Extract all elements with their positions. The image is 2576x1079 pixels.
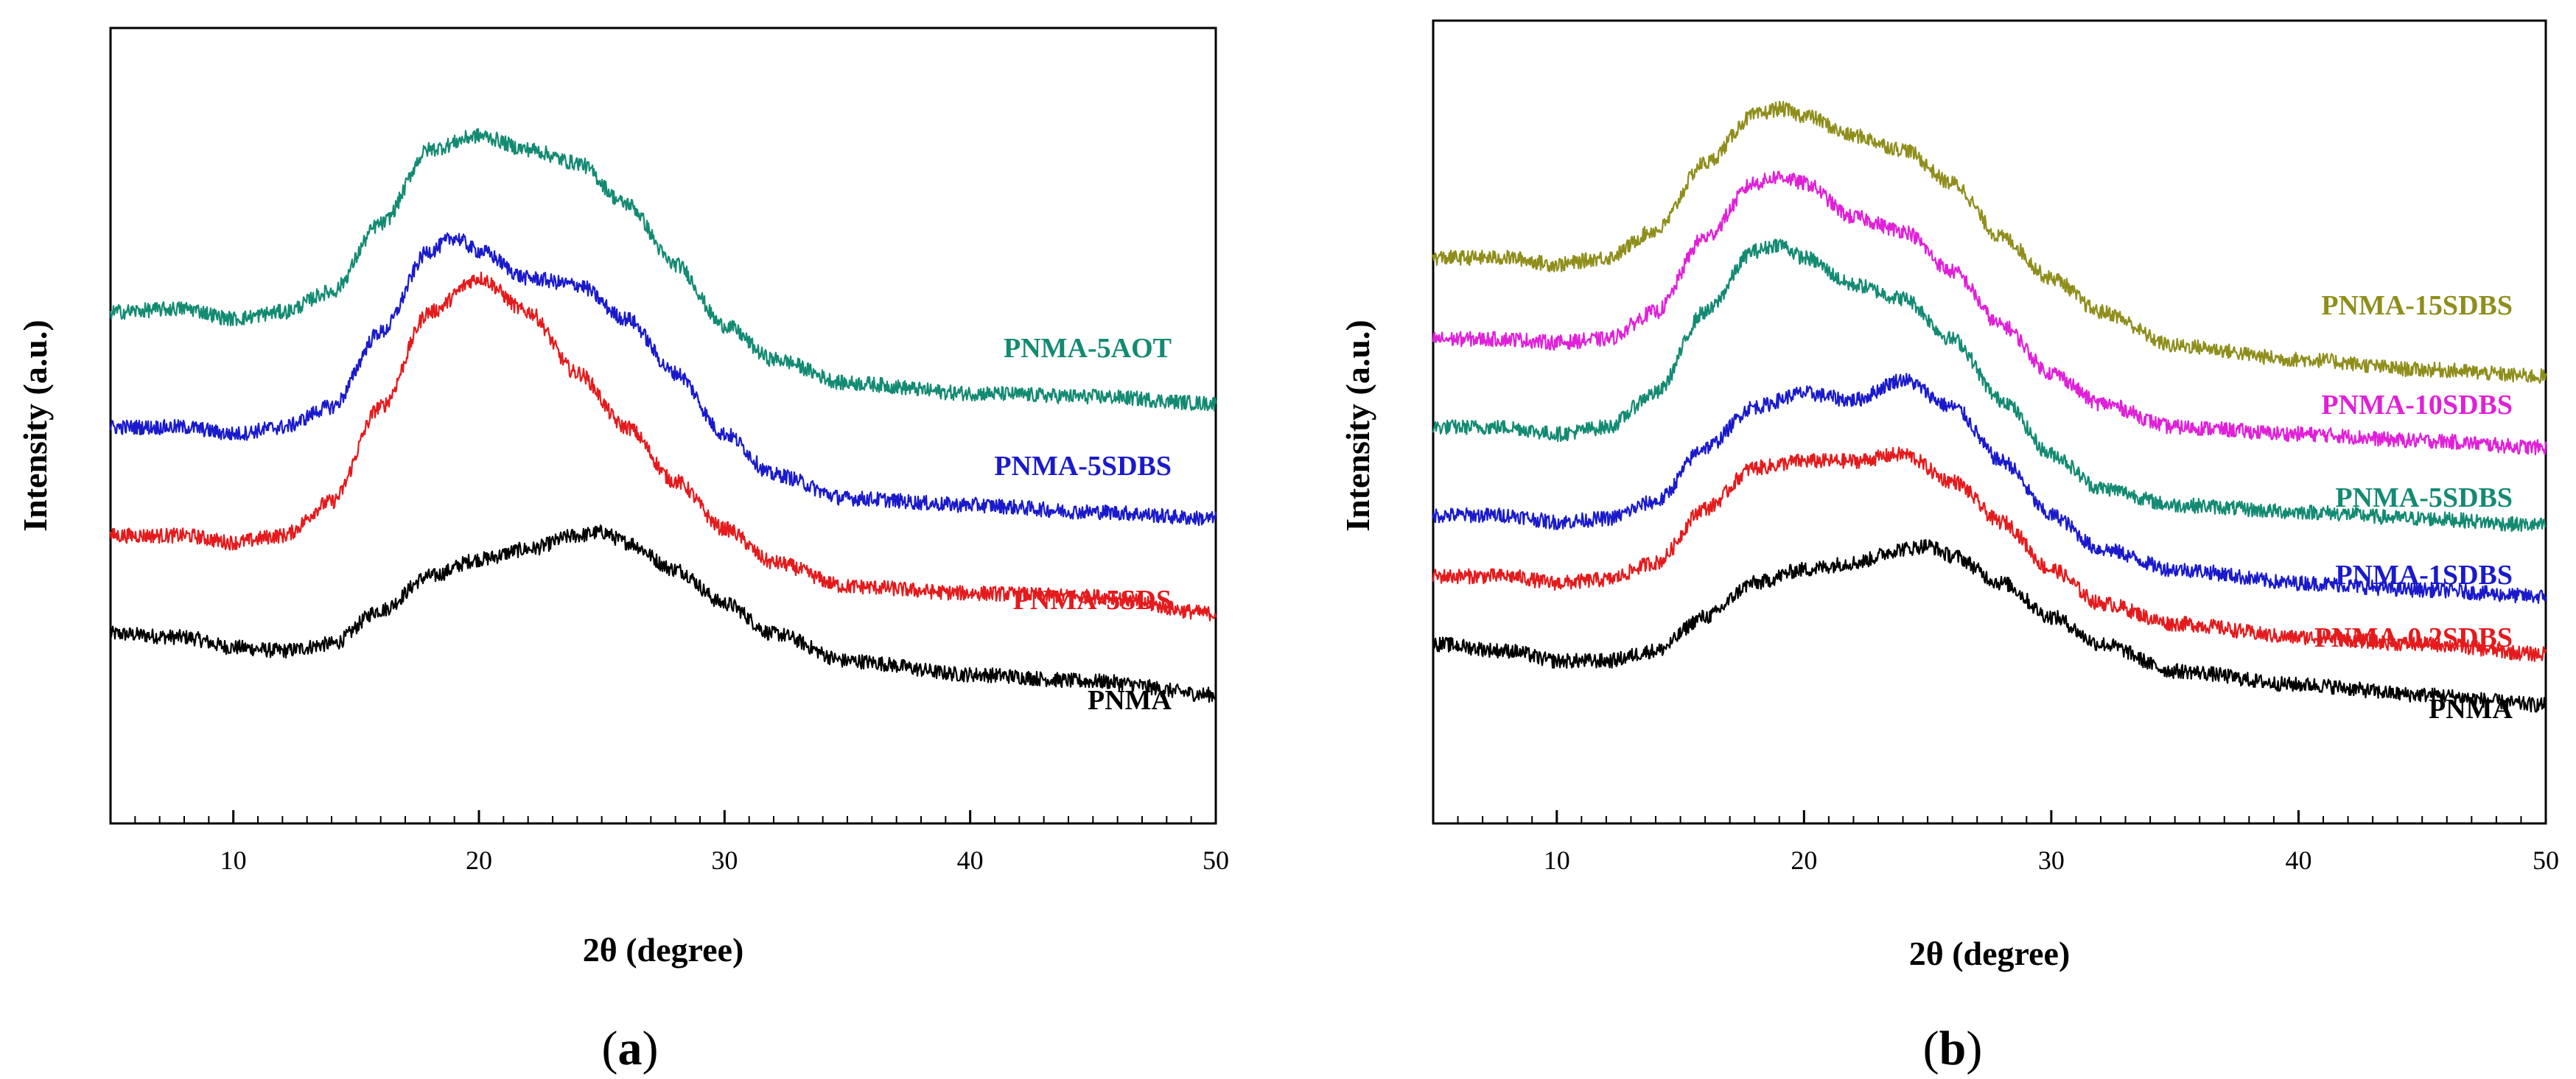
panel-b-label-pnma-5sdbs: PNMA-5SDBS <box>2335 482 2513 513</box>
panel-a-ylabel: Intensity (a.u.) <box>16 320 54 532</box>
panel-a-series-lines <box>109 128 1217 703</box>
panel-b-label-pnma-10sdbs: PNMA-10SDBS <box>2321 390 2513 421</box>
series-line-pnma-5aot <box>109 128 1217 412</box>
x-tick-label-50: 50 <box>2533 846 2559 875</box>
panel-a-xlabel: 2θ (degree) <box>583 931 744 969</box>
panel-b-xlabel: 2θ (degree) <box>1909 935 2071 972</box>
series-line-pnma-10sdbs <box>1432 170 2547 456</box>
series-line-pnma <box>109 524 1217 703</box>
panel-a-label-pnma-5aot: PNMA-5AOT <box>1004 333 1172 364</box>
series-line-pnma-5sds <box>109 271 1217 622</box>
panel-a-letter-text: a <box>618 1022 643 1075</box>
panel-b-series-lines <box>1432 100 2547 713</box>
panel-b-label-pnma: PNMA <box>2429 694 2513 725</box>
panel-a-letter-open: ( <box>602 1022 618 1075</box>
panel-a-x-ticks: 10 20 30 40 50 <box>110 810 1229 875</box>
panel-b-label-pnma-15sdbs: PNMA-15SDBS <box>2321 290 2513 321</box>
panel-b-letter-text: b <box>1939 1022 1967 1075</box>
x-tick-label-10: 10 <box>220 846 247 875</box>
series-line-pnma-0-2sdbs <box>1432 446 2547 662</box>
series-line-pnma-1sdbs <box>1432 373 2547 604</box>
series-line-pnma-15sdbs <box>1432 100 2547 384</box>
panel-b-letter-open: ( <box>1923 1022 1939 1075</box>
x-tick-label-40: 40 <box>2285 846 2311 875</box>
panel-b-series-labels: PNMA-15SDBS PNMA-10SDBS PNMA-5SDBS PNMA-… <box>2314 290 2513 725</box>
panel-b-frame <box>1432 19 2547 825</box>
series-line-pnma <box>1432 538 2547 713</box>
panel-a-label-pnma: PNMA <box>1088 685 1172 716</box>
panel-a-label-pnma-5sdbs: PNMA-5SDBS <box>994 451 1172 482</box>
x-tick-label-40: 40 <box>957 846 984 875</box>
panel-b-ylabel: Intensity (a.u.) <box>1339 320 1376 532</box>
panel-b-letter-close: ) <box>1966 1022 1982 1075</box>
panel-b-label-pnma-1sdbs: PNMA-1SDBS <box>2335 560 2513 591</box>
panel-b: 10 20 30 40 50 PNMA-15SDBS PNMA-10SDBS PNMA-… <box>1339 19 2559 1075</box>
panel-a-frame <box>109 27 1217 825</box>
panel-a-series-labels: PNMA-5AOT PNMA-5SDBS PNMA-5SDS PNMA <box>994 333 1172 716</box>
x-tick-label-10: 10 <box>1544 846 1570 875</box>
x-tick-label-50: 50 <box>1203 846 1229 875</box>
x-tick-label-30: 30 <box>711 846 738 875</box>
x-tick-label-20: 20 <box>1791 846 1817 875</box>
panel-a: 10 20 30 40 50 PNMA-5AOT PNMA-5SDBS PNMA-5SD… <box>16 27 1229 1075</box>
panel-b-letter: (b) <box>1923 1022 1983 1075</box>
series-line-pnma-5sdbs <box>109 232 1217 527</box>
panel-b-x-ticks: 10 20 30 40 50 <box>1432 810 2559 875</box>
series-line-pnma-5sdbs <box>1432 239 2547 533</box>
x-tick-label-20: 20 <box>466 846 492 875</box>
panel-b-label-pnma-0-2sdbs: PNMA-0.2SDBS <box>2314 622 2513 653</box>
x-tick-label-30: 30 <box>2038 846 2065 875</box>
panel-a-letter-close: ) <box>643 1022 659 1075</box>
panel-a-label-pnma-5sds: PNMA-5SDS <box>1013 585 1172 616</box>
panel-a-letter: (a) <box>602 1022 659 1075</box>
